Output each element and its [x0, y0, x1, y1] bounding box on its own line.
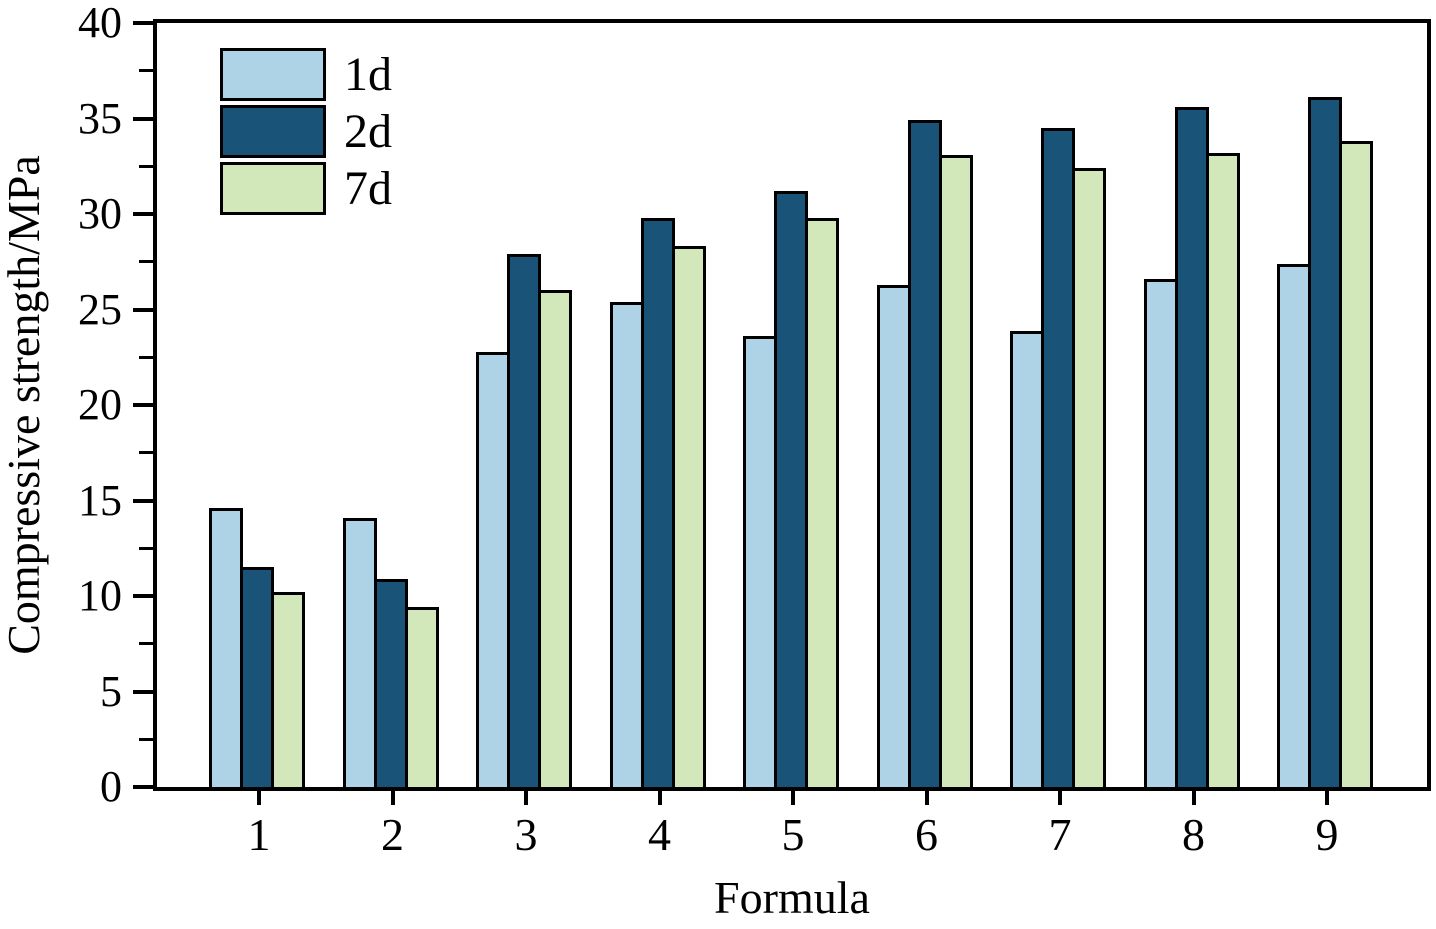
x-axis-tick-label: 5 — [781, 809, 805, 860]
y-axis-tick-label: 40 — [78, 0, 122, 47]
bar-2d-formula-2 — [373, 579, 408, 787]
bar-1d-formula-5 — [743, 336, 777, 787]
bar-2d-formula-1 — [240, 567, 274, 787]
bar-2d-formula-4 — [640, 218, 675, 787]
bar-7d-formula-2 — [404, 607, 439, 787]
y-axis-tick-label: 10 — [78, 571, 122, 620]
bar-1d-formula-7 — [1010, 331, 1044, 787]
y-axis-tick-label: 25 — [78, 284, 122, 334]
x-axis-tick-label: 9 — [1315, 809, 1339, 860]
bar-1d-formula-2 — [342, 518, 377, 787]
bar-1d-formula-4 — [609, 302, 644, 787]
y-axis-major-tick — [133, 307, 153, 312]
x-axis-tick-label: 7 — [1048, 809, 1072, 860]
x-axis-tick — [257, 791, 261, 805]
bar-2d-formula-6 — [907, 120, 942, 787]
bar-2d-formula-7 — [1041, 128, 1075, 787]
y-axis-major-tick — [133, 212, 153, 216]
y-axis-major-tick — [133, 21, 153, 25]
y-axis-minor-tick — [139, 355, 153, 359]
legend-label-2d: 2d — [344, 105, 392, 158]
y-axis-minor-tick — [139, 69, 153, 73]
bar-1d-formula-1 — [209, 508, 243, 787]
bar-7d-formula-1 — [271, 592, 305, 787]
bar-7d-formula-9 — [1339, 141, 1373, 787]
x-axis-title: Formula — [714, 872, 870, 923]
y-axis-major-tick — [133, 785, 153, 789]
x-axis-tick-label: 1 — [247, 809, 271, 860]
x-axis-tick — [524, 791, 528, 805]
bar-7d-formula-3 — [538, 290, 572, 787]
x-axis-tick — [1058, 791, 1062, 805]
y-axis-minor-tick — [139, 164, 153, 168]
bar-7d-formula-6 — [938, 155, 973, 787]
x-axis-tick — [791, 791, 795, 805]
x-axis-tick — [390, 791, 395, 805]
bar-7d-formula-4 — [671, 246, 706, 787]
x-axis-tick-label: 8 — [1182, 809, 1205, 860]
legend-swatch-1d — [220, 48, 326, 101]
y-axis-tick-label: 30 — [78, 189, 122, 238]
x-axis-tick — [924, 791, 929, 805]
x-axis-tick — [1191, 791, 1196, 805]
y-axis-tick-label: 15 — [78, 475, 122, 525]
x-axis-tick — [1325, 791, 1329, 805]
bar-2d-formula-5 — [774, 191, 808, 787]
bar-2d-formula-3 — [507, 254, 541, 787]
x-axis-tick — [657, 791, 662, 805]
legend-label-7d: 7d — [344, 162, 392, 215]
y-axis-major-tick — [133, 403, 153, 407]
y-axis-tick-label: 0 — [100, 762, 122, 811]
x-axis-tick-label: 6 — [915, 809, 938, 860]
x-axis-tick-label: 2 — [381, 809, 404, 860]
bar-7d-formula-5 — [805, 218, 839, 787]
y-axis-tick-label: 20 — [78, 380, 122, 429]
bar-2d-formula-9 — [1308, 97, 1342, 787]
bar-2d-formula-8 — [1174, 107, 1209, 787]
bar-7d-formula-7 — [1072, 168, 1106, 787]
y-axis-minor-tick — [139, 451, 153, 455]
y-axis-minor-tick — [139, 737, 153, 741]
y-axis-tick-label: 5 — [100, 666, 122, 716]
bar-1d-formula-8 — [1143, 279, 1178, 787]
legend-swatch-7d — [220, 162, 326, 215]
x-axis-tick-label: 4 — [648, 809, 671, 860]
y-axis-tick-label: 35 — [78, 93, 122, 143]
y-axis-major-tick — [133, 116, 153, 121]
y-axis-minor-tick — [139, 546, 153, 550]
plot-frame — [153, 19, 1431, 791]
x-axis-tick-label: 3 — [514, 809, 538, 860]
y-axis-minor-tick — [139, 260, 153, 264]
legend-label-1d: 1d — [344, 48, 392, 101]
legend-swatch-2d — [220, 105, 326, 158]
y-axis-major-tick — [133, 689, 153, 694]
y-axis-major-tick — [133, 498, 153, 503]
bar-1d-formula-9 — [1277, 264, 1311, 787]
bar-1d-formula-6 — [876, 285, 911, 787]
y-axis-minor-tick — [139, 642, 153, 646]
bar-1d-formula-3 — [476, 352, 510, 787]
y-axis-major-tick — [133, 594, 153, 598]
bar-7d-formula-8 — [1205, 153, 1240, 787]
